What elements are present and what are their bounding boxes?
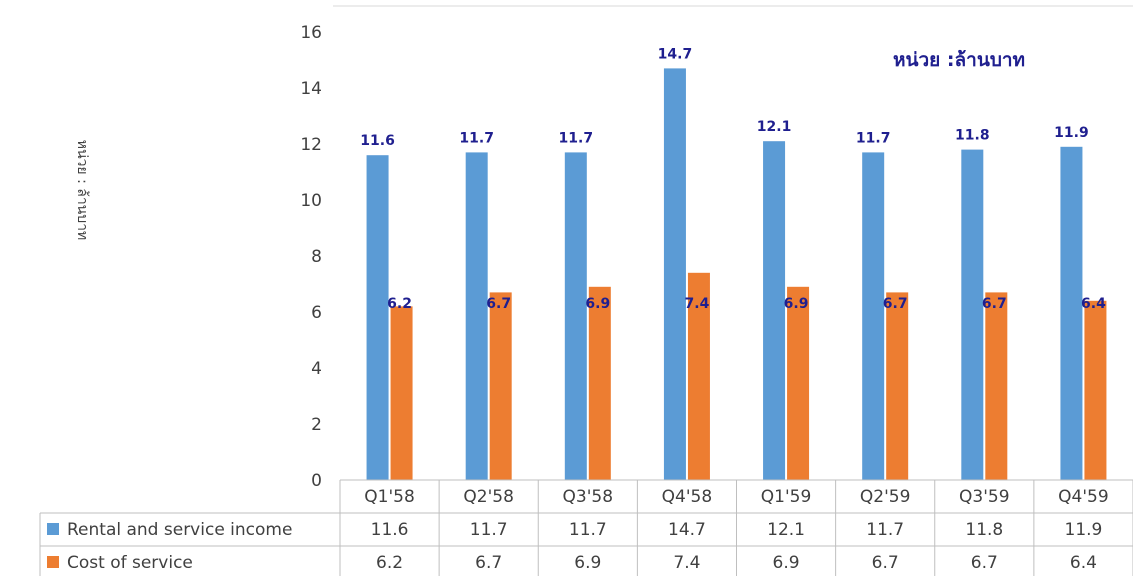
table-cell: 6.9 xyxy=(574,553,601,573)
bar-cost xyxy=(1084,300,1107,480)
bar-cost xyxy=(985,292,1008,480)
x-tick-label: Q2'59 xyxy=(860,487,911,507)
data-label-cost: 6.2 xyxy=(387,296,412,312)
x-tick-label: Q1'59 xyxy=(761,487,812,507)
data-label-cost: 6.9 xyxy=(585,296,610,312)
table-cell: 11.7 xyxy=(470,520,508,540)
data-label-income: 14.7 xyxy=(658,46,693,62)
data-label-income: 11.9 xyxy=(1054,125,1089,141)
bar-income xyxy=(763,141,786,480)
data-label-cost: 6.7 xyxy=(486,296,511,312)
table-cell: 11.7 xyxy=(866,520,904,540)
bar-cost xyxy=(588,286,611,480)
table-cell: 12.1 xyxy=(767,520,805,540)
data-label-income: 11.6 xyxy=(360,133,395,149)
bar-income xyxy=(862,152,885,480)
table-cell: 6.7 xyxy=(971,553,998,573)
data-labels: 11.6 6.2 11.7 6.7 11.7 6.9 14.7 7.4 12.1 6.9 11.7 6… xyxy=(360,46,1106,312)
table-cell: 6.2 xyxy=(376,553,403,573)
table-cell: 6.4 xyxy=(1070,553,1097,573)
bar-income xyxy=(366,155,389,480)
bars xyxy=(366,68,1107,481)
data-label-cost: 6.7 xyxy=(883,296,908,312)
x-tick-label: Q4'58 xyxy=(662,487,713,507)
data-label-cost: 6.7 xyxy=(982,296,1007,312)
bar-cost xyxy=(489,292,512,480)
bar-cost xyxy=(787,286,810,480)
x-tick-label: Q4'59 xyxy=(1058,487,1109,507)
data-label-income: 11.8 xyxy=(955,128,990,144)
legend-label: Rental and service income xyxy=(67,520,292,540)
bar-income xyxy=(663,68,686,481)
data-label-cost: 6.9 xyxy=(784,296,809,312)
table-cell: 6.9 xyxy=(773,553,800,573)
bar-cost xyxy=(886,292,909,480)
bar-income xyxy=(961,149,984,480)
x-tick-label: Q1'58 xyxy=(364,487,415,507)
bar-income xyxy=(1060,146,1083,481)
data-label-cost: 7.4 xyxy=(685,296,710,312)
data-table: Q1'58 Q2'58 Q3'58 Q4'58 Q1'59 Q2'59 Q3'59 Q4'59… xyxy=(39,479,1133,580)
y-tick-label: 10 xyxy=(300,191,322,211)
data-label-income: 11.7 xyxy=(856,130,891,146)
x-tick-label: Q2'58 xyxy=(463,487,514,507)
data-label-cost: 6.4 xyxy=(1081,296,1106,312)
bar-cost xyxy=(390,306,413,480)
table-cell: 6.7 xyxy=(475,553,502,573)
y-tick-label: 6 xyxy=(311,303,322,323)
table-cell: 6.7 xyxy=(872,553,899,573)
y-tick-label: 8 xyxy=(311,247,322,267)
table-cell: 11.6 xyxy=(371,520,409,540)
data-label-income: 12.1 xyxy=(757,119,792,135)
bar-income xyxy=(564,152,587,480)
data-label-income: 11.7 xyxy=(559,130,594,146)
table-cell: 11.7 xyxy=(569,520,607,540)
y-tick-label: 12 xyxy=(300,135,322,155)
legend-swatch xyxy=(47,523,59,535)
y-axis-title: หน่วย : ล้านบาท xyxy=(74,140,90,240)
y-tick-label: 0 xyxy=(311,471,322,491)
x-tick-label: Q3'59 xyxy=(959,487,1010,507)
legend-swatch xyxy=(47,556,59,568)
y-tick-label: 2 xyxy=(311,415,322,435)
unit-note: หน่วย :ล้านบาท xyxy=(893,49,1026,71)
bar-income xyxy=(465,152,488,480)
y-tick-label: 16 xyxy=(300,23,322,43)
table-cell: 11.9 xyxy=(1065,520,1103,540)
table-cell: 14.7 xyxy=(668,520,706,540)
y-tick-label: 4 xyxy=(311,359,322,379)
table-cell: 7.4 xyxy=(673,553,700,573)
y-tick-label: 14 xyxy=(300,79,322,99)
legend-label: Cost of service xyxy=(67,553,193,573)
x-tick-label: Q3'58 xyxy=(563,487,614,507)
bar-cost xyxy=(687,272,710,480)
table-cell: 11.8 xyxy=(965,520,1003,540)
data-label-income: 11.7 xyxy=(459,130,494,146)
